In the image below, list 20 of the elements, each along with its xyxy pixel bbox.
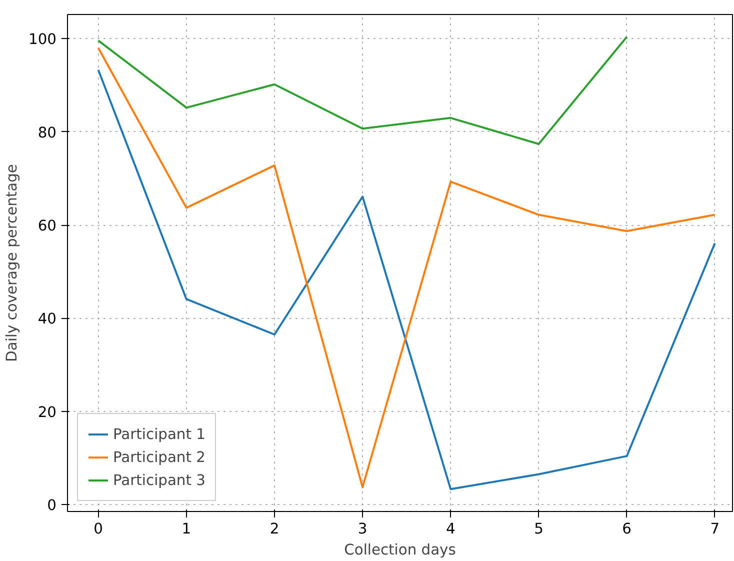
x-tick-label: 7 xyxy=(710,520,720,538)
x-tick-label: 1 xyxy=(182,520,192,538)
line-series xyxy=(97,36,628,145)
x-tick-label: 5 xyxy=(534,520,544,538)
legend-label: Participant 1 xyxy=(113,426,206,442)
x-tick-label: 3 xyxy=(358,520,368,538)
legend-label: Participant 2 xyxy=(113,448,206,466)
y-tick-label: 20 xyxy=(38,404,57,421)
y-tick-label: 0 xyxy=(47,497,57,514)
x-tick-label: 4 xyxy=(446,520,456,538)
x-tick-label: 2 xyxy=(270,520,280,538)
legend-label: Participant 3 xyxy=(113,472,206,488)
x-tick-label: 6 xyxy=(622,520,632,538)
y-tick-label: 60 xyxy=(38,218,57,235)
x-axis-title: Collection days xyxy=(344,542,456,558)
y-tick-label: 40 xyxy=(38,310,57,328)
y-tick-label: 80 xyxy=(38,124,57,142)
y-tick-label: 100 xyxy=(28,31,57,48)
y-axis-title: Daily coverage percentage xyxy=(4,164,21,362)
x-tick-label: 0 xyxy=(94,520,103,538)
